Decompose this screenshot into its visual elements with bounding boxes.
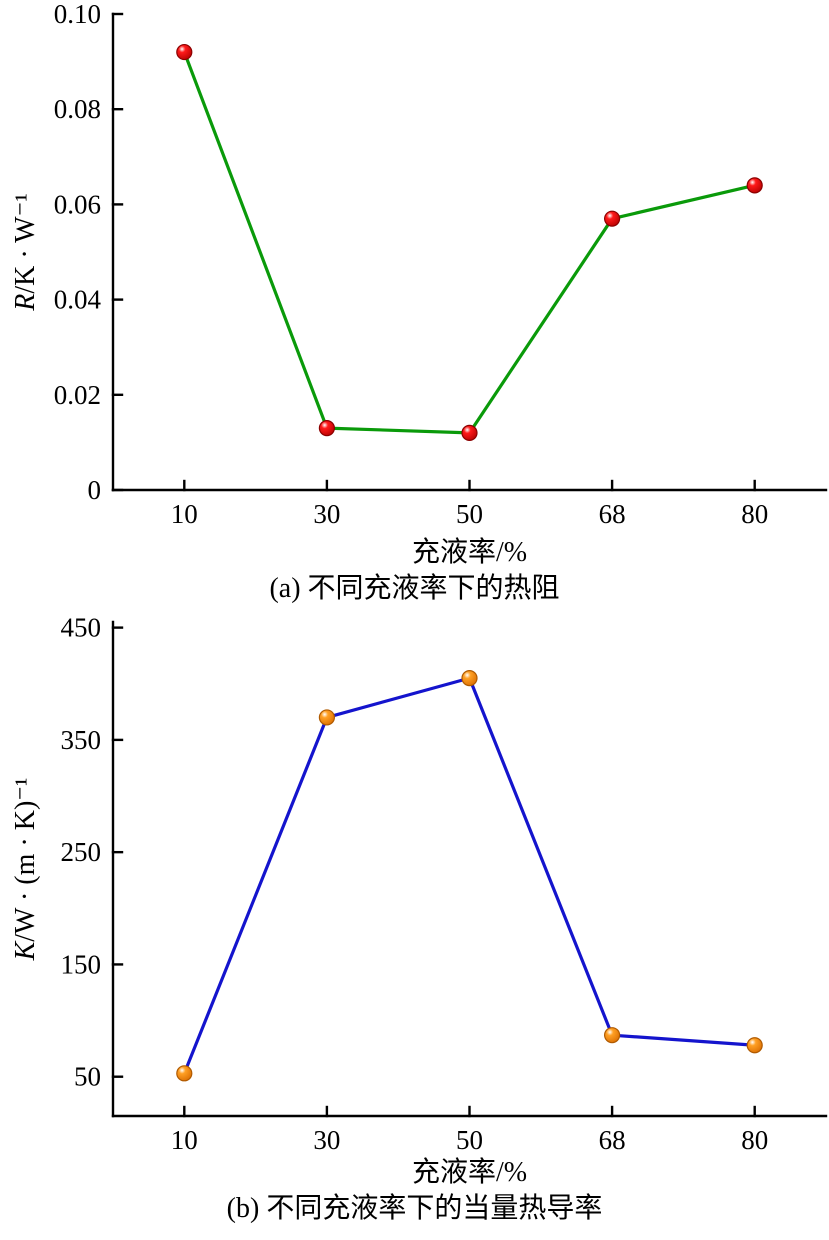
svg-text:10: 10 — [171, 499, 198, 529]
axes — [111, 620, 828, 1118]
svg-text:0.08: 0.08 — [54, 94, 101, 124]
svg-text:30: 30 — [313, 1125, 340, 1155]
svg-text:450: 450 — [61, 613, 102, 643]
svg-text:50: 50 — [456, 499, 483, 529]
svg-text:68: 68 — [599, 1125, 626, 1155]
svg-text:250: 250 — [61, 837, 102, 867]
chart-b-caption: (b) 不同充液率下的当量热导率 — [226, 1193, 603, 1224]
axes — [111, 12, 828, 492]
data-points — [176, 670, 763, 1082]
svg-text:0.04: 0.04 — [54, 285, 102, 315]
svg-text:50: 50 — [74, 1062, 101, 1092]
svg-text:50: 50 — [456, 1125, 483, 1155]
svg-text:80: 80 — [741, 499, 768, 529]
svg-text:350: 350 — [61, 725, 102, 755]
chart-b-canvas: 50 150 250 350 450 10 30 50 68 80 K/W · (m · K)⁻¹ — [10, 613, 828, 1155]
svg-text:0.02: 0.02 — [54, 380, 101, 410]
svg-text:80: 80 — [741, 1125, 768, 1155]
chart-a-caption: (a) 不同充液率下的热阻 — [269, 573, 560, 604]
x-tick-labels: 10 30 50 68 80 — [171, 499, 768, 529]
x-tick-labels: 10 30 50 68 80 — [171, 1125, 768, 1155]
y-tick-labels: 50 150 250 350 450 — [61, 613, 102, 1092]
svg-text:150: 150 — [61, 949, 102, 979]
svg-text:10: 10 — [171, 1125, 198, 1155]
svg-text:0: 0 — [88, 475, 102, 505]
y-tick-labels: 0 0.02 0.04 0.06 0.08 0.10 — [54, 0, 102, 505]
y-axis-label: R/K · W⁻¹ — [10, 193, 41, 312]
chart-a: 0 0.02 0.04 0.06 0.08 0.10 10 30 50 68 80 R/K · W⁻¹… — [0, 0, 829, 606]
svg-text:0.10: 0.10 — [54, 0, 101, 29]
y-axis-label: K/W · (m · K)⁻¹ — [10, 778, 41, 962]
chart-b-x-axis-label: 充液率/% — [411, 1157, 528, 1188]
data-points — [176, 43, 763, 441]
data-line — [182, 676, 757, 1075]
svg-text:68: 68 — [599, 499, 626, 529]
chart-b: 50 150 250 350 450 10 30 50 68 80 K/W · (m · K)⁻¹ … — [0, 610, 829, 1226]
chart-a-x-axis-label: 充液率/% — [411, 537, 528, 568]
svg-text:30: 30 — [313, 499, 340, 529]
chart-a-canvas: 0 0.02 0.04 0.06 0.08 0.10 10 30 50 68 80 R/K · W⁻¹ — [10, 0, 828, 529]
svg-text:0.06: 0.06 — [54, 189, 101, 219]
data-line — [182, 50, 757, 435]
